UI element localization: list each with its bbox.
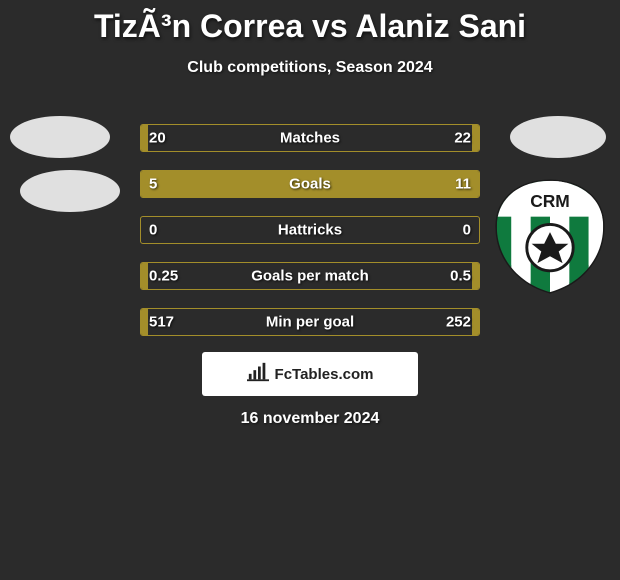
stat-fill-right [472,263,479,289]
stat-row: 517 Min per goal 252 [140,308,480,336]
stat-value-right: 0 [463,222,471,239]
club-logo-player-1 [20,170,120,212]
date-label: 16 november 2024 [241,410,380,428]
page-subtitle: Club competitions, Season 2024 [0,59,620,77]
branding-badge: FcTables.com [202,352,418,396]
club-logo-player-2: CRM [492,178,608,294]
stat-value-left: 0.25 [149,268,178,285]
stat-row: 20 Matches 22 [140,124,480,152]
stat-fill-left [141,263,148,289]
stat-label: Matches [280,130,340,147]
stat-fill-left [141,309,148,335]
stat-value-left: 20 [149,130,166,147]
stat-fill-right [472,125,479,151]
stat-value-left: 517 [149,314,174,331]
stat-label: Hattricks [278,222,342,239]
chart-icon [247,361,269,387]
avatar-player-1 [10,116,110,158]
stat-value-right: 22 [454,130,471,147]
avatar-player-2 [510,116,606,158]
stat-label: Min per goal [266,314,354,331]
stat-label: Goals [289,176,331,193]
crest-label: CRM [530,191,570,211]
stat-label: Goals per match [251,268,369,285]
stat-value-right: 0.5 [450,268,471,285]
stat-fill-right [472,309,479,335]
stat-value-left: 5 [149,176,157,193]
stat-row: 5 Goals 11 [140,170,480,198]
stat-row: 0.25 Goals per match 0.5 [140,262,480,290]
stats-comparison: 20 Matches 22 5 Goals 11 0 Hattricks 0 0.25 Goals … [140,124,480,354]
stat-fill-left [141,125,148,151]
stat-row: 0 Hattricks 0 [140,216,480,244]
page-title: TizÃ³n Correa vs Alaniz Sani [0,0,620,45]
stat-value-left: 0 [149,222,157,239]
stat-fill-right [236,171,479,197]
stat-value-right: 11 [455,176,471,193]
stat-value-right: 252 [446,314,471,331]
branding-text: FcTables.com [275,366,374,383]
